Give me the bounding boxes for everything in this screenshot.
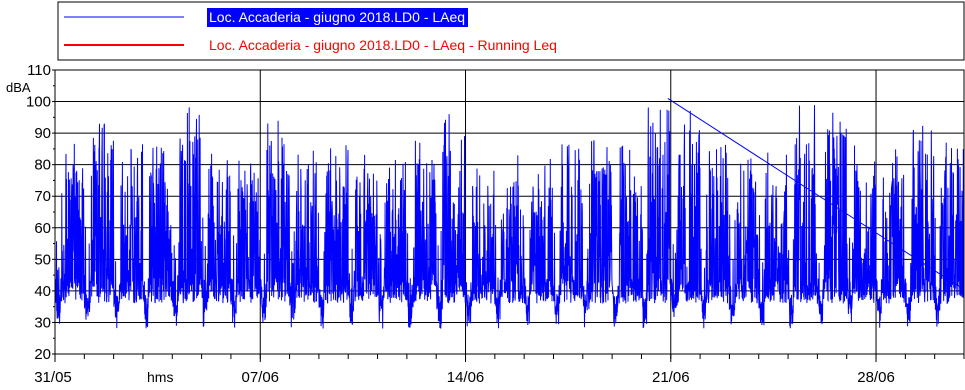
x-tick-label: 31/05 [34,369,72,385]
series-line-laeq [54,97,965,329]
y-tick-label: 100 [26,94,51,111]
x-tick-label: 14/06 [447,369,485,385]
legend-highlight-series-1 [207,8,468,27]
plot-area [54,97,965,329]
legend-label-series-1: Loc. Accaderia - giugno 2018.LD0 - LAeq [209,9,465,25]
y-tick-label: 50 [34,251,51,268]
legend-item-series-1[interactable]: Loc. Accaderia - giugno 2018.LD0 - LAeq [64,8,468,27]
legend: Loc. Accaderia - giugno 2018.LD0 - LAeq … [57,1,965,61]
x-axis: 31/05 07/06 14/06 21/06 28/06 [34,354,965,386]
y-axis: 20 30 40 50 60 70 80 90 100 110 [26,62,55,363]
y-tick-label: 70 [34,188,51,205]
y-tick-label: 80 [34,157,51,174]
x-tick-label: 28/06 [857,369,895,385]
x-tick-label: 07/06 [241,369,279,385]
x-tick-label: 21/06 [652,369,690,385]
y-tick-label: 90 [34,125,51,142]
y-tick-label: 20 [34,346,51,363]
y-axis-label: dBA [6,80,31,95]
y-tick-label: 30 [34,314,51,331]
y-tick-label: 40 [34,283,51,300]
legend-label-series-2: Loc. Accaderia - giugno 2018.LD0 - LAeq … [209,37,557,53]
y-tick-label: 110 [27,62,51,79]
legend-item-series-2[interactable]: Loc. Accaderia - giugno 2018.LD0 - LAeq … [64,37,557,53]
y-tick-label: 60 [34,220,51,237]
x-axis-label: hms [147,369,173,385]
plot-frame [54,69,965,355]
